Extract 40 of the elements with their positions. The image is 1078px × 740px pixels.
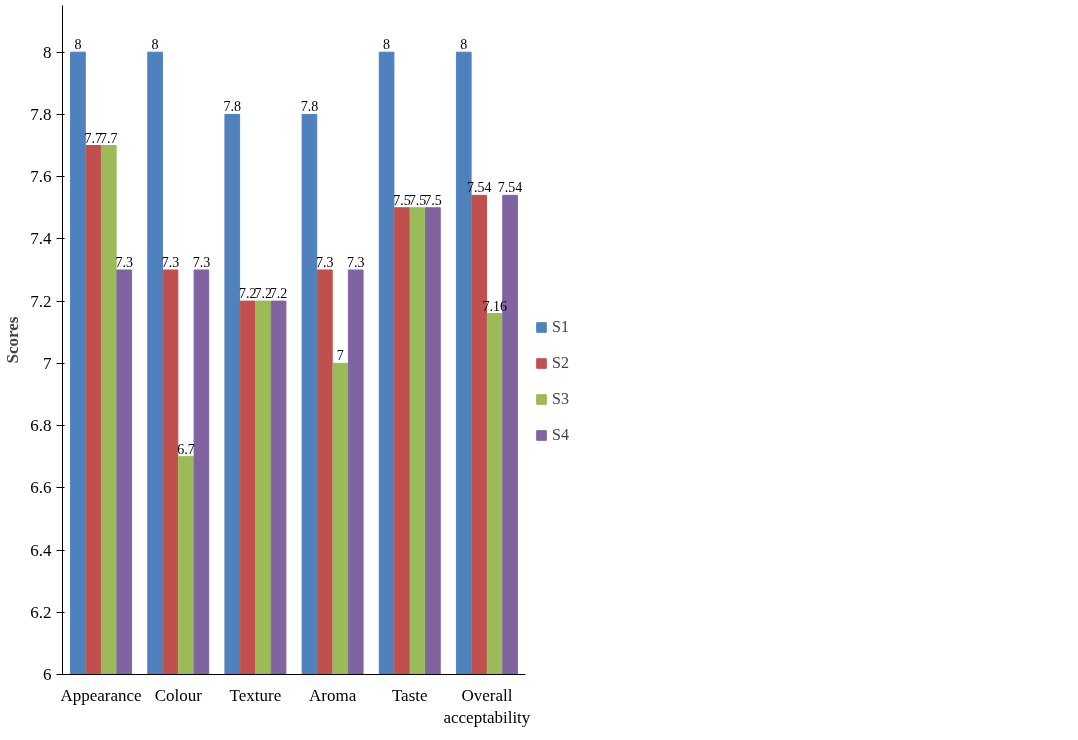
data-label: 7 [336, 348, 344, 364]
y-tick-label: 6.2 [30, 602, 52, 622]
data-label: 7.5 [408, 192, 427, 208]
data-label: 8 [383, 37, 391, 53]
y-tick-label: 6.6 [30, 478, 52, 498]
y-tick-label: 7.4 [30, 229, 52, 249]
y-tick-label: 7.2 [30, 291, 52, 311]
x-tick-label: Overall acceptability [443, 685, 531, 728]
x-tick-label: Appearance [60, 685, 142, 705]
y-tick-label: 6 [43, 665, 52, 684]
legend-label: S1 [552, 318, 570, 336]
y-axis-title: Scores [3, 316, 23, 364]
data-label: 7.8 [300, 99, 319, 115]
legend-label: S3 [552, 390, 570, 408]
data-label: 7.3 [316, 254, 334, 270]
y-tick-label: 6.4 [30, 540, 52, 560]
y-tick-label: 7 [43, 353, 52, 373]
data-label: 7.3 [192, 254, 211, 270]
data-label: 8 [74, 37, 82, 53]
data-label: 7.54 [497, 180, 523, 196]
data-label: 7.2 [238, 286, 257, 302]
legend-label: S2 [552, 354, 570, 372]
x-tick-label: Taste [391, 685, 428, 705]
legend-label: S4 [552, 426, 570, 444]
data-label: 7.8 [223, 99, 242, 115]
x-tick-label: Texture [229, 685, 282, 705]
x-tick-label: Colour [154, 685, 203, 705]
data-label: 7.3 [115, 254, 133, 270]
data-label: 7.7 [100, 130, 118, 146]
y-tick-label: 7.8 [30, 104, 52, 124]
data-label: 8 [460, 37, 468, 53]
y-tick-label: 7.6 [30, 167, 52, 187]
y-tick-label: 8 [43, 42, 52, 62]
data-label: 7.2 [254, 286, 272, 302]
data-label: 7.5 [424, 192, 442, 208]
x-tick-label: Aroma [308, 685, 357, 705]
data-label: 7.3 [346, 254, 365, 270]
data-label: 8 [151, 37, 159, 53]
y-tick-label: 6.8 [30, 416, 52, 436]
data-label: 7.5 [393, 192, 411, 208]
